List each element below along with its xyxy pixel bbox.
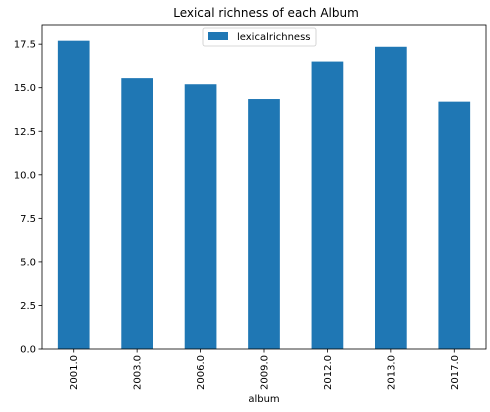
bar-2017.0 (438, 101, 471, 350)
y-tick-label: 7.5 (20, 214, 36, 225)
y-tick-label: 12.5 (14, 127, 36, 138)
plot-area (57, 40, 471, 350)
x-tick-label: 2013.0 (386, 355, 397, 390)
x-axis: 2001.0 2003.0 2006.0 2009.0 2012.0 2013.0 2017… (69, 349, 461, 390)
y-tick-label: 0.0 (20, 345, 36, 356)
legend: lexicalrichness (202, 27, 317, 47)
x-axis-label: album (248, 394, 279, 405)
x-tick-label: 2003.0 (133, 355, 144, 390)
bar-2006.0 (184, 84, 217, 349)
bar-2012.0 (311, 61, 344, 349)
x-tick-label: 2001.0 (69, 355, 80, 390)
legend-box (202, 27, 317, 47)
x-tick-label: 2006.0 (196, 355, 207, 390)
bar-2003.0 (121, 78, 153, 349)
bar-2001.0 (57, 40, 90, 350)
y-tick-label: 5.0 (20, 257, 36, 268)
bar-2013.0 (375, 46, 407, 350)
legend-swatch (208, 32, 228, 40)
legend-label: lexicalrichness (237, 32, 311, 43)
x-tick-label: 2017.0 (450, 355, 461, 390)
y-tick-label: 10.0 (14, 170, 36, 181)
x-tick-label: 2009.0 (260, 355, 271, 390)
y-tick-label: 17.5 (14, 40, 36, 51)
y-tick-label: 15.0 (14, 83, 36, 94)
x-tick-label: 2012.0 (323, 355, 334, 390)
y-axis: 0.0 2.5 5.0 7.5 10.0 12.5 15.0 17.5 (14, 40, 42, 356)
chart-title: Lexical richness of each Album (173, 6, 359, 20)
y-tick-label: 2.5 (20, 301, 36, 312)
bar-2009.0 (248, 99, 280, 349)
